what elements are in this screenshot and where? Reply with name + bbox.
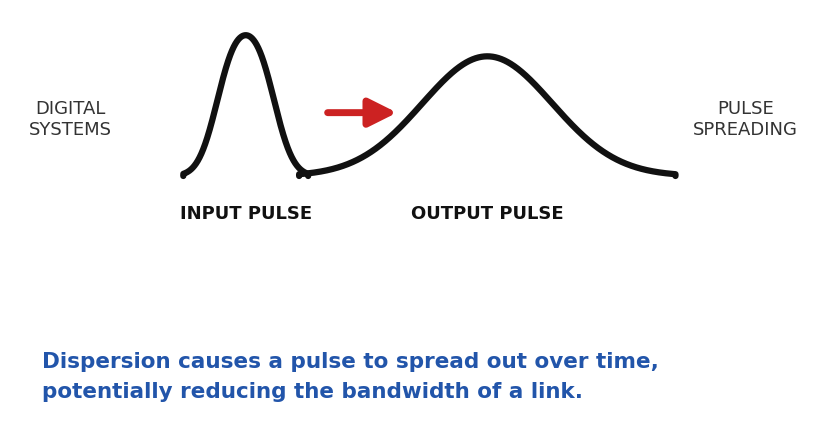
Text: DIGITAL
SYSTEMS: DIGITAL SYSTEMS bbox=[29, 100, 112, 139]
Text: OUTPUT PULSE: OUTPUT PULSE bbox=[411, 205, 564, 223]
Text: INPUT PULSE: INPUT PULSE bbox=[180, 205, 312, 223]
Text: PULSE
SPREADING: PULSE SPREADING bbox=[693, 100, 798, 139]
Text: Dispersion causes a pulse to spread out over time,
potentially reducing the band: Dispersion causes a pulse to spread out … bbox=[42, 352, 659, 402]
